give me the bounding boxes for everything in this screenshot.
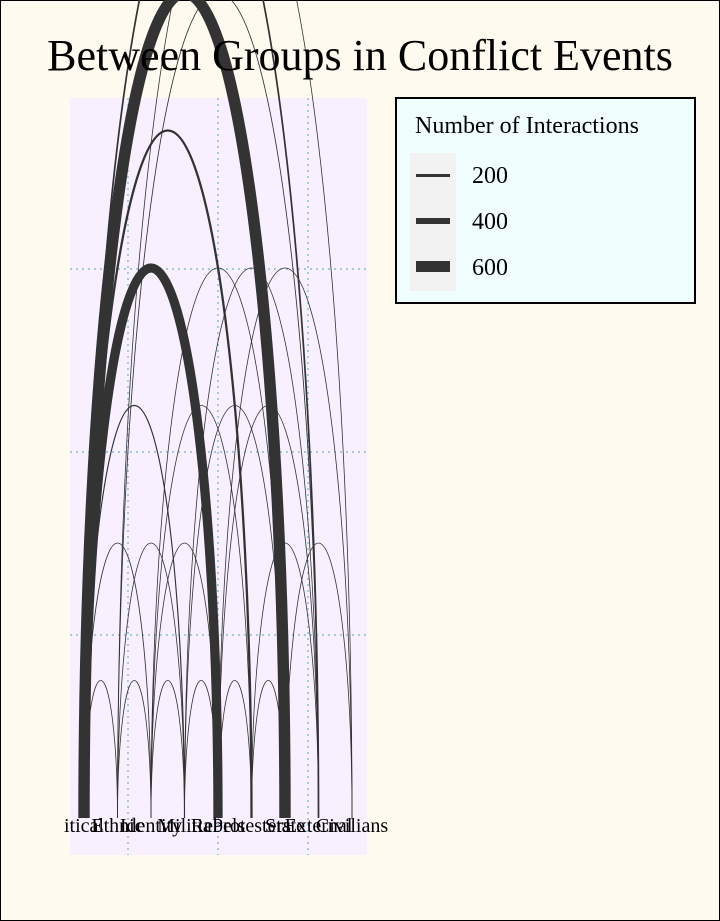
arc-identity-protesters bbox=[150, 405, 252, 819]
arc-ethnic-civilians bbox=[117, 0, 353, 819]
arc-identity-militia bbox=[150, 680, 185, 819]
legend-line-600 bbox=[416, 261, 450, 272]
arc-militia-external bbox=[184, 267, 319, 819]
chart-title: Between Groups in Conflict Events bbox=[47, 31, 673, 80]
node-label-rebels: Rebels bbox=[191, 815, 246, 837]
node-label-identity: Identity bbox=[120, 815, 182, 837]
legend-label-400: 400 bbox=[472, 209, 508, 235]
node-label-ethnic: Ethnic bbox=[91, 815, 143, 837]
node-label-militia: Militia bbox=[157, 815, 212, 837]
node-label-civilians: Civilians bbox=[316, 815, 388, 837]
node-label-external: External bbox=[285, 815, 353, 837]
arc-ethnic-external bbox=[117, 0, 319, 819]
legend-line-400 bbox=[416, 218, 450, 224]
legend-label-600: 600 bbox=[472, 255, 508, 281]
legend-entry-600: 600 bbox=[410, 245, 670, 291]
legend-title: Number of Interactions bbox=[415, 113, 639, 139]
arc-series bbox=[78, 0, 353, 819]
legend-entry-200: 200 bbox=[410, 153, 670, 199]
arc-itical-state bbox=[78, 0, 291, 819]
node-label-protesters: Protesters bbox=[212, 815, 291, 837]
node-label-state: State bbox=[265, 815, 305, 837]
legend-label-200: 200 bbox=[472, 163, 508, 189]
arc-ethnic-identity bbox=[117, 680, 152, 819]
node-labels: iticalEthnicIdentityMilitiaRebelsProtest… bbox=[64, 815, 388, 837]
arc-rebels-civilians bbox=[217, 267, 353, 819]
node-label-itical: itical bbox=[64, 815, 104, 837]
legend-line-200 bbox=[416, 174, 450, 177]
legend-entry-400: 400 bbox=[410, 199, 670, 245]
legend: Number of Interactions 200 400 600 bbox=[395, 97, 696, 304]
arc-ethnic-militia bbox=[117, 542, 185, 819]
